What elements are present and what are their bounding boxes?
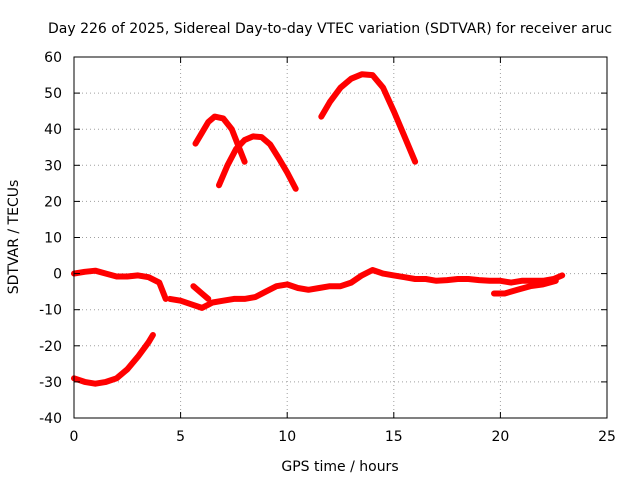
grid-lines — [74, 57, 607, 418]
y-axis-label: SDTVAR / TECUs — [6, 180, 22, 295]
series-arc-5 — [71, 332, 156, 387]
y-tick-label: 30 — [44, 158, 62, 174]
x-tick-label: 0 — [70, 429, 79, 445]
series-arc-8 — [318, 71, 419, 165]
x-tick-label: 25 — [598, 429, 616, 445]
chart-title: Day 226 of 2025, Sidereal Day-to-day VTE… — [48, 21, 612, 37]
series-arc-7 — [216, 133, 299, 192]
y-tick-label: 40 — [44, 122, 62, 138]
plot-frame — [73, 56, 608, 419]
y-tick-label: 60 — [44, 50, 62, 66]
axes: 0 5 10 15 20 25 -40 -30 -20 -10 0 10 20 30 40 50 60 — [39, 50, 616, 445]
x-tick-label: 15 — [385, 429, 403, 445]
y-tick-label: -40 — [39, 411, 62, 427]
y-tick-label: 0 — [53, 267, 62, 283]
x-axis-label: GPS time / hours — [281, 459, 398, 475]
series-arc-2 — [166, 267, 566, 311]
series-arc-6 — [192, 113, 248, 165]
y-tick-label: -10 — [39, 303, 62, 319]
x-tick-label: 5 — [176, 429, 185, 445]
x-tick-label: 20 — [491, 429, 509, 445]
y-tick-label: 20 — [44, 194, 62, 210]
y-tick-label: -30 — [39, 375, 62, 391]
y-tick-label: -20 — [39, 339, 62, 355]
series-arc-1 — [71, 267, 169, 302]
x-tick-label: 10 — [278, 429, 296, 445]
series-arc-4 — [491, 277, 559, 297]
series-lines — [71, 71, 566, 387]
y-tick-label: 50 — [44, 86, 62, 102]
y-tick-label: 10 — [44, 231, 62, 247]
series-arc-3 — [190, 283, 212, 302]
